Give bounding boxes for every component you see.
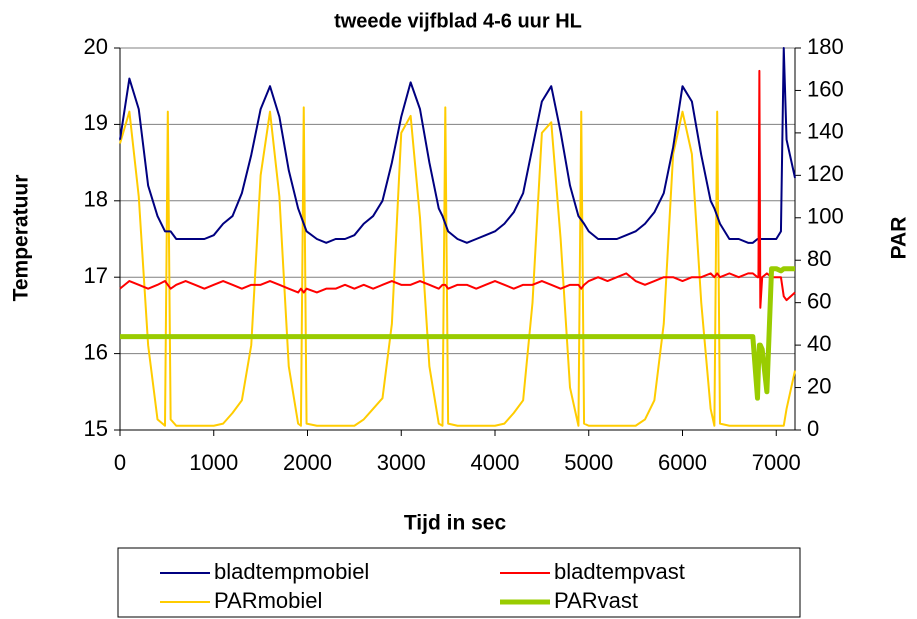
legend-label: PARvast bbox=[554, 588, 638, 613]
y2-tick-label: 100 bbox=[807, 204, 844, 229]
x-tick-label: 3000 bbox=[377, 450, 426, 475]
y2-tick-label: 80 bbox=[807, 246, 831, 271]
y-tick-label: 17 bbox=[84, 263, 108, 288]
x-tick-label: 6000 bbox=[658, 450, 707, 475]
y2-tick-label: 40 bbox=[807, 331, 831, 356]
y-tick-label: 20 bbox=[84, 34, 108, 59]
y2-tick-label: 140 bbox=[807, 119, 844, 144]
y2-tick-label: 0 bbox=[807, 416, 819, 441]
series-line bbox=[119, 69, 796, 309]
legend-label: PARmobiel bbox=[214, 588, 322, 613]
x-tick-label: 2000 bbox=[283, 450, 332, 475]
y-tick-label: 18 bbox=[84, 187, 108, 212]
y-axis-label: Temperatuur bbox=[10, 175, 33, 302]
series-line bbox=[120, 266, 795, 401]
series-line bbox=[119, 47, 796, 244]
y-tick-label: 19 bbox=[84, 110, 108, 135]
y2-tick-label: 60 bbox=[807, 288, 831, 313]
y-tick-label: 15 bbox=[84, 416, 108, 441]
legend-box bbox=[117, 547, 801, 618]
x-axis-label: Tijd in sec bbox=[404, 512, 507, 535]
x-tick-label: 4000 bbox=[471, 450, 520, 475]
series-line bbox=[119, 106, 796, 427]
x-tick-label: 7000 bbox=[752, 450, 801, 475]
x-tick-label: 5000 bbox=[564, 450, 613, 475]
legend-label: bladtempvast bbox=[554, 559, 685, 584]
y2-tick-label: 160 bbox=[807, 76, 844, 101]
y2-tick-label: 20 bbox=[807, 373, 831, 398]
y2-axis-label: PAR bbox=[888, 217, 911, 260]
y2-tick-label: 180 bbox=[807, 34, 844, 59]
y2-tick-label: 120 bbox=[807, 161, 844, 186]
x-tick-label: 1000 bbox=[189, 450, 238, 475]
chart-title: tweede vijfblad 4-6 uur HL bbox=[334, 10, 582, 32]
y-tick-label: 16 bbox=[84, 339, 108, 364]
legend-label: bladtempmobiel bbox=[214, 559, 369, 584]
x-tick-label: 0 bbox=[114, 450, 126, 475]
